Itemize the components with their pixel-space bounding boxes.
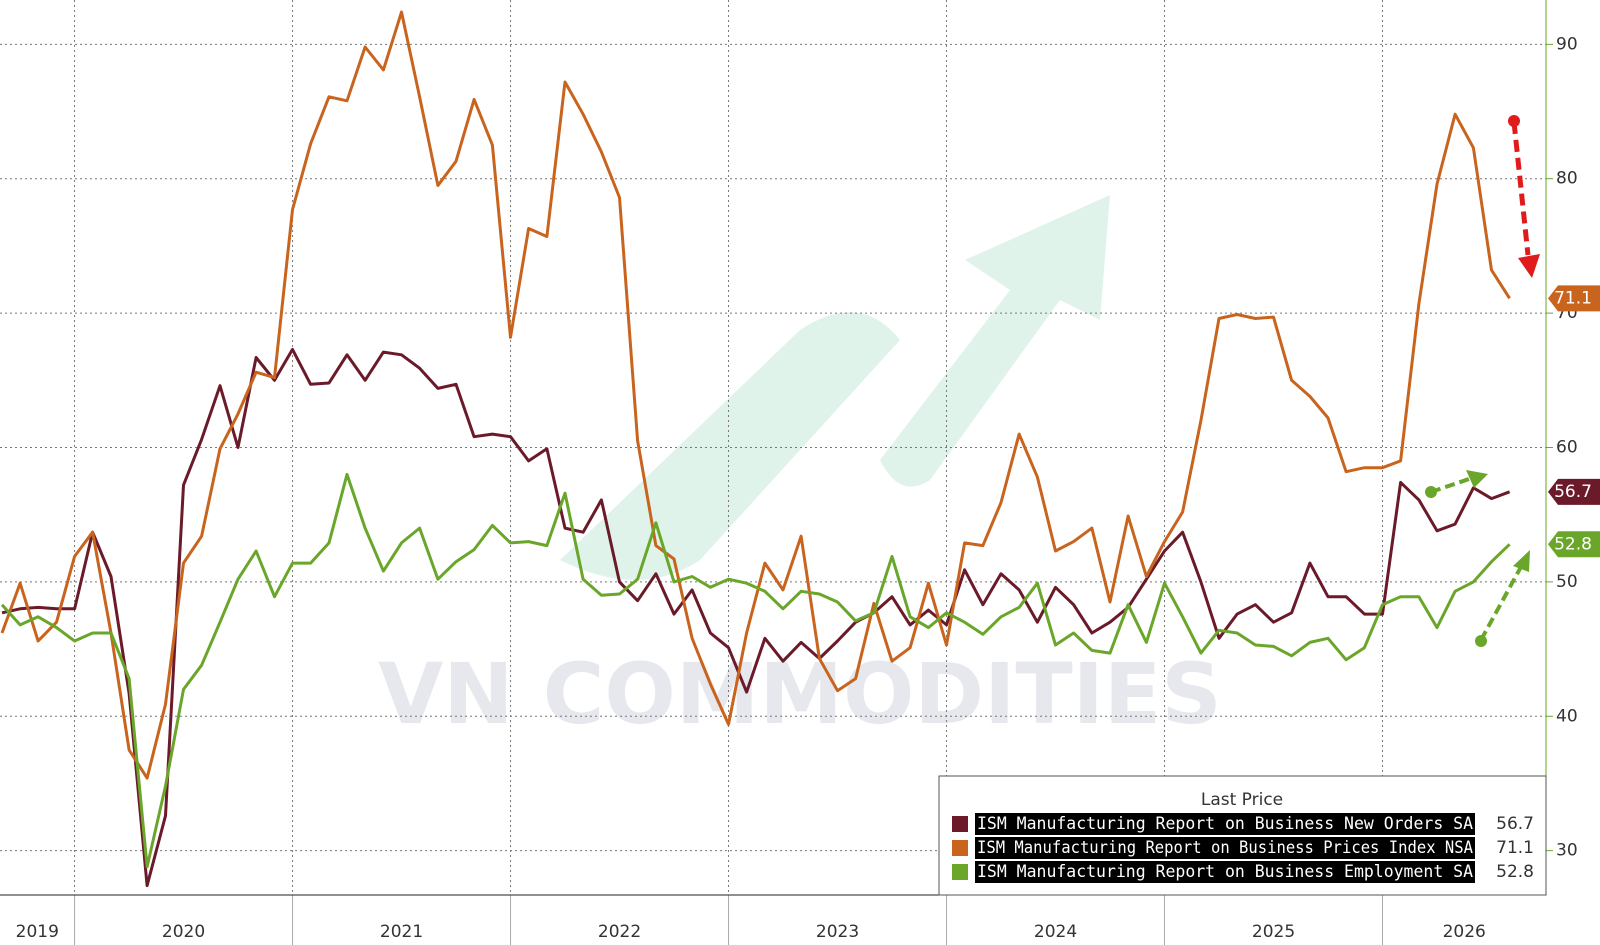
y-tick-label: 50 bbox=[1556, 572, 1578, 592]
legend-value: 52.8 bbox=[1496, 862, 1534, 882]
series-line bbox=[0, 10, 1511, 780]
x-tick-label: 2019 bbox=[16, 922, 59, 942]
y-tick-label: 60 bbox=[1556, 438, 1578, 458]
legend-label-bg bbox=[975, 837, 1475, 859]
value-tag-label: 71.1 bbox=[1554, 288, 1592, 308]
legend-value: 56.7 bbox=[1496, 814, 1534, 834]
x-tick-label: 2024 bbox=[1034, 922, 1077, 942]
legend-label-bg bbox=[975, 813, 1475, 835]
value-tag-label: 56.7 bbox=[1554, 482, 1592, 502]
legend: Last Price ISM Manufacturing Report on B… bbox=[938, 775, 1547, 896]
watermark-arrow bbox=[880, 195, 1110, 487]
x-tick-label: 2022 bbox=[598, 922, 641, 942]
annotations bbox=[1425, 115, 1540, 647]
x-tick-label: 2021 bbox=[380, 922, 423, 942]
legend-value: 71.1 bbox=[1496, 838, 1534, 858]
legend-label-bg bbox=[975, 861, 1475, 883]
y-tick-label: 30 bbox=[1556, 841, 1578, 861]
series-line bbox=[0, 472, 1511, 869]
legend-label: ISM Manufacturing Report on Business Emp… bbox=[977, 862, 1473, 882]
legend-swatch bbox=[952, 864, 968, 880]
y-tick-label: 90 bbox=[1556, 34, 1578, 54]
legend-title: Last Price bbox=[1201, 790, 1283, 810]
x-tick-label: 2026 bbox=[1443, 922, 1486, 942]
legend-swatch bbox=[952, 816, 968, 832]
value-tag bbox=[1548, 478, 1600, 505]
series-line bbox=[1, 347, 1511, 888]
legend-label: ISM Manufacturing Report on Business New… bbox=[977, 814, 1473, 834]
x-tick-label: 2020 bbox=[162, 922, 205, 942]
value-tag-label: 52.8 bbox=[1554, 534, 1592, 554]
x-tick-label: 2025 bbox=[1252, 922, 1295, 942]
watermark: VN COMMODITIES bbox=[378, 645, 1222, 743]
watermark-shape bbox=[560, 312, 900, 580]
y-tick-label: 80 bbox=[1556, 169, 1578, 189]
y-tick-label: 40 bbox=[1556, 706, 1578, 726]
value-tag bbox=[1548, 531, 1600, 558]
legend-label: ISM Manufacturing Report on Business Pri… bbox=[977, 838, 1473, 858]
x-tick-label: 2023 bbox=[816, 922, 859, 942]
value-tag bbox=[1548, 285, 1600, 312]
legend-swatch bbox=[952, 840, 968, 856]
